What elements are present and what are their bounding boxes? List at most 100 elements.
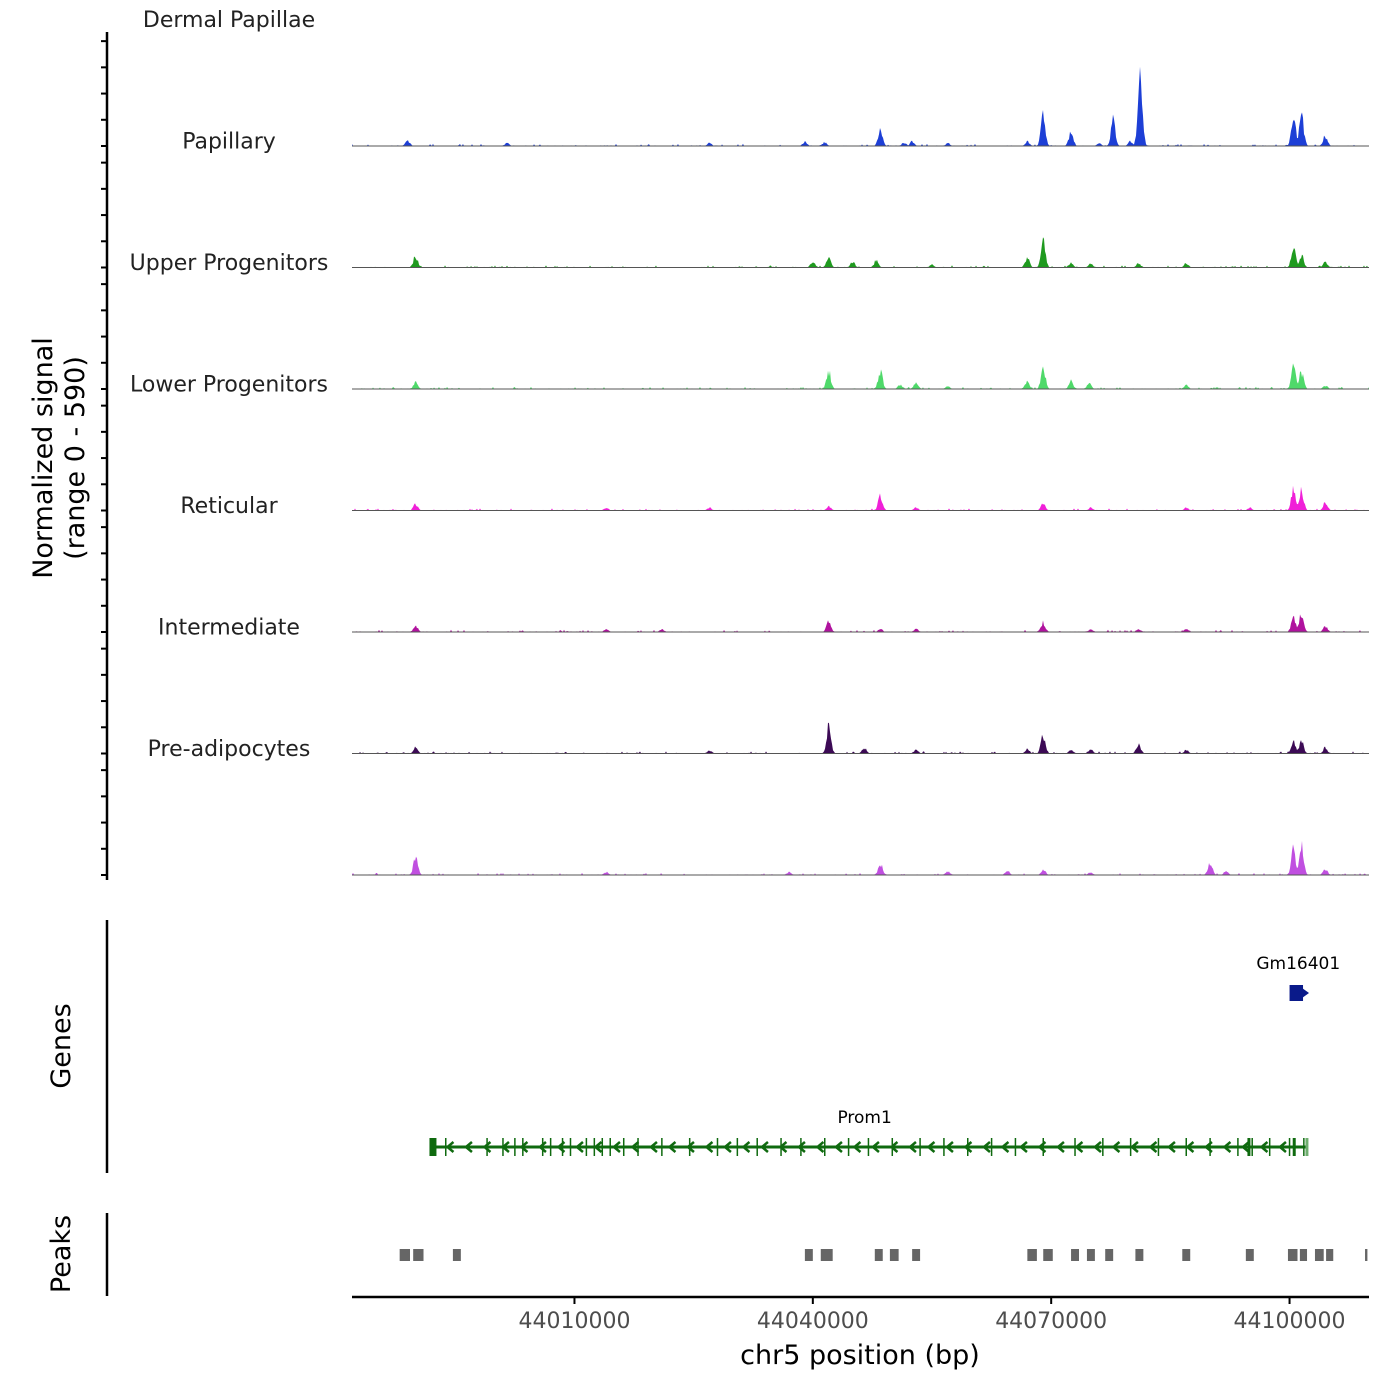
gene-strand-chevron — [741, 1141, 751, 1153]
peak-region — [912, 1249, 921, 1261]
gene-strand-chevron — [945, 1141, 954, 1153]
gene-strand-chevron — [1277, 1141, 1287, 1153]
x-axis-ticks: 44010000 44040000 44070000 44100000 — [518, 1297, 1346, 1334]
gene-strand-chevron — [1092, 1141, 1102, 1153]
gene-strand-chevron — [593, 1141, 603, 1153]
gene-strand-chevron — [482, 1141, 492, 1153]
gene-strand-chevron — [612, 1141, 621, 1153]
signal-area — [352, 722, 1369, 754]
peak-region — [399, 1249, 411, 1261]
signal-area — [352, 237, 1369, 268]
gene-strand-chevron — [852, 1141, 862, 1153]
gene-strand-chevron — [464, 1141, 473, 1153]
gene-strand-chevron — [760, 1141, 769, 1153]
peak-region — [1182, 1249, 1191, 1261]
peak-region — [1245, 1249, 1254, 1261]
gene: Gm16401 — [1256, 954, 1340, 1001]
signal-track: Intermediate — [158, 616, 1369, 754]
peak-region — [874, 1249, 883, 1261]
peaks-track-label: Peaks — [46, 1215, 77, 1293]
gene-strand-chevron — [445, 1141, 455, 1153]
gene-label: Prom1 — [837, 1108, 891, 1128]
peak-region — [1027, 1249, 1037, 1261]
y-axis-label-line1: Normalized signal — [28, 337, 59, 579]
gene-exon — [1305, 1138, 1309, 1156]
signal-area — [352, 66, 1369, 146]
gene-strand-chevron — [723, 1141, 732, 1153]
signal-track: Papillary — [182, 130, 1369, 268]
x-tick-label: 44010000 — [518, 1309, 630, 1334]
peak-region — [1105, 1249, 1114, 1261]
gene: Prom1 — [429, 1108, 1309, 1156]
genes-track-label: Genes — [46, 1003, 77, 1088]
signal-track: Lower Progenitors — [130, 373, 1369, 511]
gene-strand-chevron — [649, 1141, 658, 1153]
gene-strand-chevron — [797, 1141, 806, 1153]
gene-strand-chevron — [575, 1141, 584, 1153]
gene-strand-chevron — [834, 1141, 843, 1153]
gene-strand-chevron — [1111, 1141, 1121, 1153]
gene-strand-chevron — [1129, 1141, 1139, 1153]
gene-strand-chevron — [871, 1141, 880, 1153]
y-axis-label-line2: (range 0 - 590) — [60, 356, 91, 560]
peak-region — [1314, 1249, 1324, 1261]
signal-track: Dermal Papillae — [143, 8, 1369, 147]
signal-track: Pre-adipocytes — [148, 737, 1369, 876]
gene-strand-chevron — [704, 1141, 714, 1153]
signal-area — [352, 485, 1369, 511]
track-label: Upper Progenitors — [130, 251, 329, 276]
gene-strand-chevron — [1148, 1141, 1158, 1153]
peak-region — [1086, 1249, 1095, 1261]
signal-tracks: Dermal Papillae Papillary Upper Progenitor… — [130, 8, 1369, 876]
x-tick-label: 44040000 — [757, 1309, 869, 1334]
gene-strand-chevron — [1240, 1141, 1250, 1153]
gene-label: Gm16401 — [1256, 954, 1340, 974]
gene-strand-chevron — [1259, 1141, 1269, 1153]
gene-strand-chevron — [908, 1141, 917, 1153]
peak-region — [1287, 1249, 1298, 1261]
track-label: Intermediate — [158, 616, 300, 641]
gene-strand-chevron — [1222, 1141, 1232, 1153]
peak-region — [413, 1249, 424, 1261]
track-label: Dermal Papillae — [143, 8, 315, 33]
gene-strand-chevron — [1074, 1141, 1084, 1153]
gene-strand-chevron — [1185, 1141, 1195, 1153]
gene-annotation-track: Gm16401 Prom1 — [429, 954, 1340, 1156]
peak-region — [889, 1249, 899, 1261]
gene-strand-chevron — [963, 1141, 973, 1153]
gene-strand-chevron — [519, 1141, 529, 1153]
signal-area — [352, 840, 1369, 875]
gene-strand-chevron — [1166, 1141, 1176, 1153]
gene-strand-chevron — [926, 1141, 936, 1153]
peak-region — [1299, 1249, 1308, 1261]
peak-region — [1326, 1249, 1334, 1261]
track-label: Lower Progenitors — [130, 373, 328, 398]
gene-exon — [1292, 1138, 1296, 1156]
track-label: Reticular — [180, 494, 278, 519]
signal-area — [352, 363, 1369, 389]
peak-region — [1365, 1249, 1368, 1261]
gene-strand-chevron — [889, 1141, 899, 1153]
peak-regions-track — [399, 1249, 1368, 1261]
gene-strand-chevron — [815, 1141, 825, 1153]
track-label: Papillary — [182, 130, 276, 155]
gene-strand-chevron — [686, 1141, 695, 1153]
gene-strand-chevron — [1055, 1141, 1065, 1153]
gene-strand-arrow — [1302, 988, 1310, 998]
gene-exon — [1289, 985, 1304, 1001]
gene-strand-chevron — [1000, 1141, 1010, 1153]
peak-region — [1071, 1249, 1079, 1261]
gene-exon — [1247, 1138, 1251, 1156]
gene-strand-chevron — [982, 1141, 991, 1153]
gene-strand-chevron — [1018, 1141, 1028, 1153]
gene-strand-chevron — [667, 1141, 677, 1153]
x-axis-label: chr5 position (bp) — [740, 1340, 980, 1371]
signal-area — [352, 614, 1369, 632]
peak-region — [452, 1249, 461, 1261]
track-label: Pre-adipocytes — [148, 737, 311, 762]
gene-strand-chevron — [630, 1141, 640, 1153]
signal-y-axis — [101, 32, 109, 880]
peak-region — [1135, 1249, 1144, 1261]
signal-track: Upper Progenitors — [130, 251, 1369, 390]
